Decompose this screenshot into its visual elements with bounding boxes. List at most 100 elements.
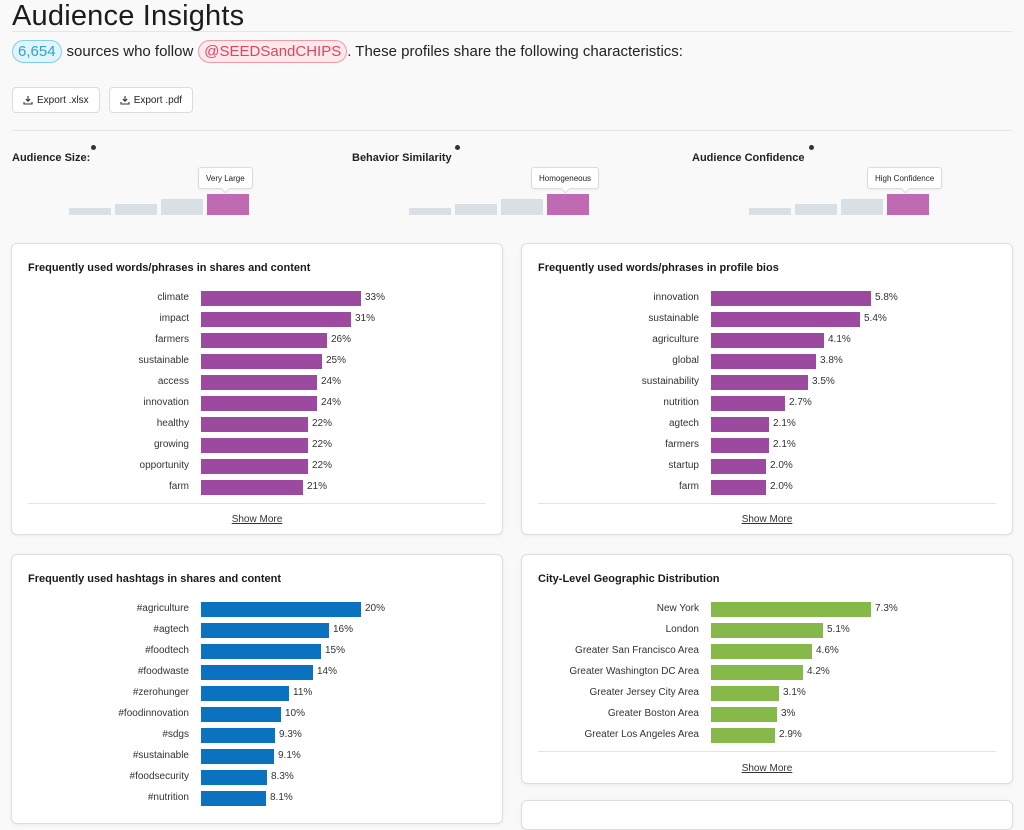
bar-value: 22% — [312, 418, 333, 429]
card-cities: City-Level Geographic Distribution New Y… — [521, 554, 1013, 784]
bar-label: farmers — [665, 439, 699, 450]
bar-label: Greater Boston Area — [607, 708, 699, 719]
bar-row: innovation 24% — [12, 395, 502, 416]
bar-row: climate 33% — [12, 290, 502, 311]
metric-scale — [69, 194, 249, 215]
bar-list: #agriculture 20% #agtech 16% #foodtech 15% #fo… — [12, 601, 502, 811]
card-divider — [538, 751, 996, 752]
source-count-badge[interactable]: 6,654 — [12, 39, 62, 63]
bar-fill — [201, 375, 317, 390]
bar-list: climate 33% impact 31% farmers 26% sustainable… — [12, 290, 502, 500]
bar-fill — [201, 459, 308, 474]
info-icon[interactable] — [809, 145, 814, 150]
bar-value: 9.1% — [278, 750, 301, 761]
bar-value: 3% — [781, 708, 796, 719]
bar-label: sustainable — [648, 313, 699, 324]
bar-label: farm — [679, 481, 699, 492]
metric-scale-segment — [887, 194, 929, 215]
section-divider — [12, 130, 1012, 131]
bar-value: 24% — [321, 376, 342, 387]
metric-scale-segment — [207, 194, 249, 215]
metric-scale-segment — [455, 204, 497, 215]
bar-value: 7.3% — [875, 603, 898, 614]
bar-label: New York — [656, 603, 699, 614]
bar-value: 22% — [312, 460, 333, 471]
handle-badge[interactable]: @SEEDSandCHIPS — [198, 39, 348, 63]
metric-scale — [749, 194, 929, 215]
bar-fill — [711, 291, 871, 306]
bar-label: #foodsecurity — [129, 771, 189, 782]
bar-value: 2.0% — [770, 481, 793, 492]
bar-label: climate — [157, 292, 189, 303]
bar-value: 2.1% — [773, 439, 796, 450]
metric-label: Audience Confidence — [692, 152, 805, 164]
card-title: Frequently used words/phrases in profile… — [538, 262, 779, 274]
bar-value: 4.6% — [816, 645, 839, 656]
metric-audience-size: Audience Size: Very Large — [12, 145, 312, 225]
bar-value: 11% — [293, 687, 313, 698]
metric-scale-segment — [161, 199, 203, 215]
show-more-link[interactable]: Show More — [231, 514, 283, 525]
bar-fill — [201, 728, 275, 743]
export-xlsx-button[interactable]: Export .xlsx — [12, 87, 100, 113]
bar-row: farmers 26% — [12, 332, 502, 353]
bar-fill — [201, 791, 266, 806]
bar-label: healthy — [156, 418, 189, 429]
card-title: Frequently used hashtags in shares and c… — [28, 573, 282, 585]
bar-row: farmers 2.1% — [522, 437, 1012, 458]
bar-label: #sdgs — [162, 729, 189, 740]
bar-row: agriculture 4.1% — [522, 332, 1012, 353]
card-words-bios: Frequently used words/phrases in profile… — [521, 243, 1013, 535]
bar-label: London — [665, 624, 699, 635]
bar-row: London 5.1% — [522, 622, 1012, 643]
info-icon[interactable] — [455, 145, 460, 150]
bar-fill — [711, 686, 779, 701]
bar-row: Greater Boston Area 3% — [522, 706, 1012, 727]
bar-fill — [711, 438, 769, 453]
bar-label: global — [672, 355, 699, 366]
bar-fill — [711, 375, 808, 390]
bar-value: 24% — [321, 397, 342, 408]
bar-row: sustainable 25% — [12, 353, 502, 374]
card-hashtags: Frequently used hashtags in shares and c… — [11, 554, 503, 824]
bar-row: #sustainable 9.1% — [12, 748, 502, 769]
bar-fill — [201, 644, 321, 659]
bar-fill — [201, 686, 289, 701]
bar-value: 16% — [333, 624, 354, 635]
download-icon — [23, 96, 33, 105]
metric-scale-segment — [501, 199, 543, 215]
summary-text: sources who follow — [66, 42, 194, 60]
bar-row: #zerohunger 11% — [12, 685, 502, 706]
bar-row: #foodsecurity 8.3% — [12, 769, 502, 790]
bar-list: innovation 5.8% sustainable 5.4% agriculture… — [522, 290, 1012, 500]
export-pdf-button[interactable]: Export .pdf — [108, 87, 194, 113]
bar-value: 9.3% — [279, 729, 302, 740]
info-icon[interactable] — [91, 145, 96, 150]
bar-value: 3.1% — [783, 687, 806, 698]
bar-fill — [711, 333, 824, 348]
bar-label: nutrition — [663, 397, 699, 408]
bar-value: 20% — [365, 603, 386, 614]
bar-fill — [201, 291, 361, 306]
bar-value: 8.1% — [270, 792, 293, 803]
export-xlsx-label: Export .xlsx — [37, 94, 89, 106]
bar-value: 33% — [365, 292, 386, 303]
bar-label: agtech — [668, 418, 699, 429]
bar-label: Greater San Francisco Area — [575, 645, 699, 656]
bar-row: sustainability 3.5% — [522, 374, 1012, 395]
bar-row: global 3.8% — [522, 353, 1012, 374]
show-more-link[interactable]: Show More — [741, 514, 793, 525]
bar-row: sustainable 5.4% — [522, 311, 1012, 332]
bar-fill — [201, 417, 308, 432]
bar-label: farm — [169, 481, 189, 492]
bar-row: #agtech 16% — [12, 622, 502, 643]
metric-value-tooltip: Very Large — [198, 167, 253, 189]
metric-audience-confidence: Audience Confidence High Confidence — [692, 145, 992, 225]
metric-scale-segment — [69, 208, 111, 215]
metric-value-tooltip: High Confidence — [867, 167, 943, 189]
bar-row: Greater San Francisco Area 4.6% — [522, 643, 1012, 664]
bar-value: 5.8% — [875, 292, 898, 303]
bar-row: healthy 22% — [12, 416, 502, 437]
show-more-link[interactable]: Show More — [741, 763, 793, 774]
bar-label: Greater Jersey City Area — [589, 687, 699, 698]
